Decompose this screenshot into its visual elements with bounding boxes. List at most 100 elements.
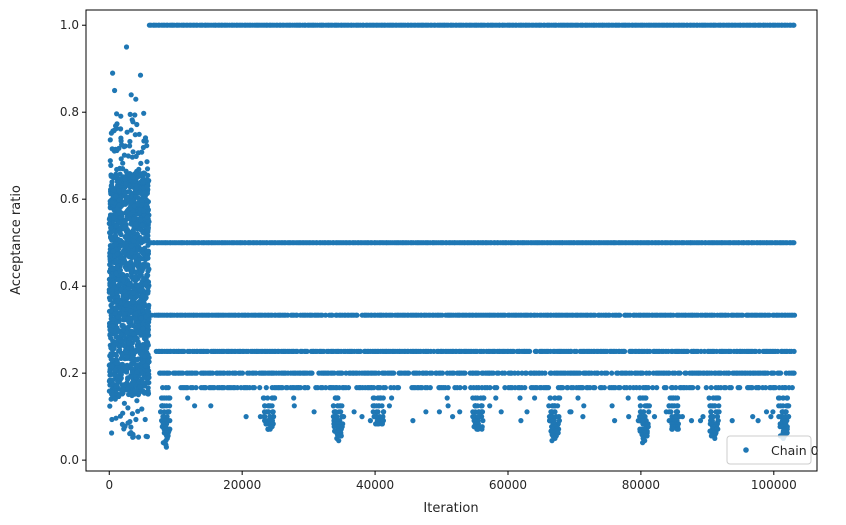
data-point [107,403,113,409]
data-point [243,414,249,420]
data-point [637,395,643,401]
data-point [768,414,774,420]
data-point [143,363,149,369]
data-point [382,385,388,391]
data-point [389,395,395,401]
data-point [132,388,138,394]
data-point [130,434,136,440]
data-point [487,385,493,391]
data-point [261,409,268,415]
data-point [333,409,339,415]
data-point [646,370,652,376]
data-point [663,409,669,415]
data-point [127,200,134,206]
data-point [345,385,352,391]
axes-frame [85,9,818,472]
data-point [130,299,136,305]
data-point [109,356,115,363]
data-point [118,156,124,162]
data-point [131,203,137,209]
data-point [470,414,476,420]
data-point [490,370,496,376]
y-tick-label: 0.4 [60,279,79,293]
data-point [663,385,669,391]
data-point [129,392,135,399]
y-tick-label: 0.0 [60,453,79,467]
data-point [791,348,797,354]
data-point [128,362,134,368]
data-point [371,414,377,420]
data-point [128,92,134,98]
y-tick-label: 1.0 [60,18,79,32]
data-point [548,409,555,415]
data-point [113,306,119,312]
data-point [668,409,674,415]
data-point [595,370,601,376]
data-point [194,370,200,376]
data-point [688,418,695,424]
data-point [545,385,552,391]
data-point [107,372,113,378]
data-point [791,240,797,246]
data-point [765,370,771,376]
data-point [121,426,127,432]
data-point [265,395,271,401]
data-point [475,426,481,432]
data-point [135,434,142,440]
data-point [555,403,561,409]
data-point [107,262,113,268]
data-point [670,395,676,401]
data-point [333,395,339,401]
data-point [144,248,150,254]
y-tick-label: 0.6 [60,192,79,206]
data-point [782,414,789,420]
data-point [359,414,365,420]
data-point [266,403,272,409]
data-point [136,166,142,172]
data-point [522,385,528,391]
data-point [129,369,135,375]
data-point [145,388,151,394]
data-point [354,312,360,318]
data-point [119,323,125,329]
data-point [133,416,139,423]
data-point [780,395,786,401]
data-point [116,202,122,208]
data-point [128,127,134,133]
data-point [336,438,342,444]
data-point [716,403,722,409]
data-point [145,225,151,231]
data-point [669,426,676,432]
data-point [406,370,412,376]
data-point [374,421,381,427]
data-point [651,414,658,420]
data-point [141,110,147,116]
data-point [234,385,240,391]
data-point [592,385,598,391]
data-point [775,395,782,401]
data-point [695,385,701,391]
data-point [323,312,329,318]
data-point [617,385,623,391]
data-point [119,352,125,358]
data-point [109,416,115,423]
data-point [132,336,138,342]
data-point [130,227,136,234]
data-point [140,325,146,332]
data-point [140,250,146,257]
data-point [109,266,116,272]
data-point [367,418,373,424]
data-point [164,403,170,409]
data-point [141,170,147,176]
data-point [552,395,558,401]
y-axis-label: Acceptance ratio [9,185,24,295]
data-point [118,254,124,260]
data-point [125,316,131,322]
data-point [710,414,716,420]
data-point [118,126,124,132]
data-point [479,403,485,409]
data-point [124,329,130,336]
data-point [134,292,140,298]
data-point [160,414,166,420]
data-point [121,400,127,406]
